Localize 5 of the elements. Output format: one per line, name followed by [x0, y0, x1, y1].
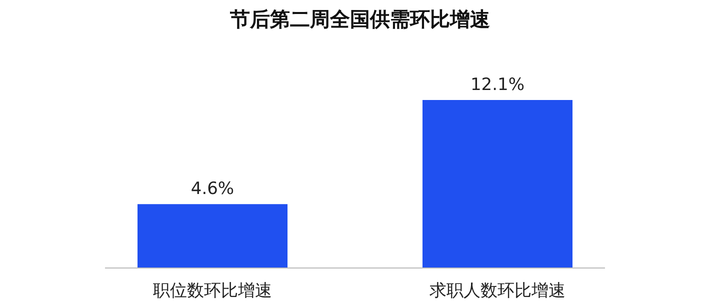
x-tick-label: 求职人数环比增速	[430, 281, 566, 301]
x-tick-label: 职位数环比增速	[153, 281, 272, 301]
data-label: 12.1%	[470, 75, 525, 95]
data-label: 4.6%	[190, 179, 234, 200]
chart-title: 节后第二周全国供需环比增速	[229, 7, 490, 31]
